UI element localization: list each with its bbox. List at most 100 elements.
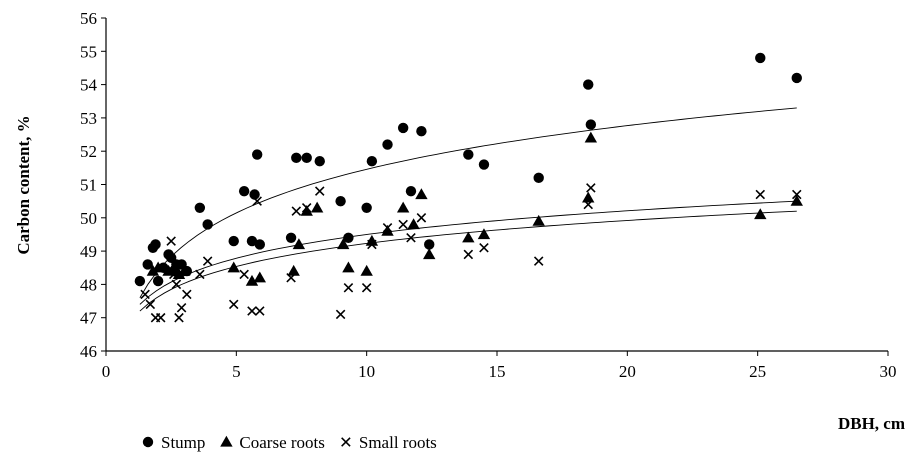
data-point-triangle: [582, 191, 595, 203]
data-point-circle: [202, 219, 213, 230]
x-tick-label: 5: [232, 362, 241, 381]
trendline-stump: [139, 107, 797, 298]
data-point-cross: [252, 196, 262, 206]
data-point-cross: [195, 269, 205, 280]
y-tick-label: 55: [80, 42, 97, 61]
data-point-triangle: [337, 238, 350, 250]
data-point-cross: [583, 199, 593, 210]
data-point-circle: [405, 185, 417, 197]
x-tick-label: 30: [880, 362, 897, 381]
data-point-triangle: [300, 204, 313, 216]
legend: Stump Coarse roots Small roots: [142, 433, 437, 452]
data-point-cross: [335, 309, 346, 320]
data-point-triangle: [532, 214, 545, 226]
data-point-circle: [463, 149, 474, 160]
data-point-triangle: [423, 248, 436, 260]
x-tick-label: 15: [489, 362, 506, 381]
data-point-circle: [416, 126, 427, 137]
y-tick-label: 53: [80, 109, 97, 128]
data-point-triangle: [146, 264, 160, 276]
data-point-cross: [398, 219, 408, 230]
data-point-circle: [134, 275, 146, 287]
y-tick-label: 47: [80, 309, 98, 328]
data-point-cross: [155, 312, 166, 323]
data-point-triangle: [342, 261, 355, 273]
data-point-triangle: [287, 264, 300, 276]
data-point-circle: [152, 275, 164, 287]
data-point-triangle: [407, 218, 420, 230]
data-point-circle: [249, 189, 260, 200]
data-point-circle: [254, 239, 265, 250]
data-point-triangle: [365, 234, 379, 246]
data-point-cross: [239, 269, 249, 280]
y-tick-label: 46: [80, 342, 97, 361]
data-point-cross: [291, 206, 302, 216]
y-tick-label: 52: [80, 142, 97, 161]
data-point-circle: [150, 239, 161, 250]
data-point-cross: [171, 279, 182, 290]
data-point-circle: [585, 119, 597, 130]
data-point-triangle: [167, 261, 180, 273]
data-point-circle: [335, 195, 346, 207]
x-tick-label: 20: [619, 362, 636, 381]
trendline-coarse-roots: [139, 200, 797, 305]
data-point-cross: [367, 239, 377, 250]
data-point-circle: [251, 149, 263, 160]
data-point-circle: [314, 155, 325, 167]
legend-label: Stump: [161, 433, 205, 452]
data-point-circle: [366, 155, 378, 167]
y-tick-label: 54: [80, 76, 98, 95]
data-point-circle: [791, 72, 802, 84]
data-point-circle: [285, 232, 297, 243]
data-point-circle: [755, 52, 766, 64]
data-point-triangle: [178, 264, 191, 276]
data-point-triangle: [151, 261, 165, 273]
data-point-cross: [416, 213, 427, 223]
data-point-cross: [255, 306, 265, 316]
data-point-cross: [228, 299, 239, 310]
data-point-cross: [182, 289, 192, 300]
axes-layer: 46 47 48 49 50 51 52 53 54 55 56 0 5 10 15 20 25 30: [80, 9, 897, 381]
data-point-cross: [479, 243, 489, 253]
x-tick-label: 0: [102, 362, 111, 381]
legend-triangle-icon: [220, 435, 233, 447]
data-point-circle: [583, 79, 594, 90]
data-point-circle: [194, 202, 206, 214]
y-tick-label: 50: [80, 209, 97, 228]
data-point-cross: [586, 183, 596, 193]
y-tick-label: 51: [80, 176, 97, 195]
data-point-cross: [140, 289, 150, 300]
data-point-cross: [463, 249, 474, 260]
data-point-circle: [291, 152, 302, 164]
series-small-roots: [140, 183, 802, 323]
data-point-circle: [397, 122, 409, 134]
data-point-circle: [343, 232, 354, 243]
legend-label: Coarse roots: [239, 433, 324, 452]
data-point-triangle: [584, 131, 598, 143]
data-point-triangle: [754, 208, 767, 220]
data-point-triangle: [396, 201, 410, 213]
legend-cross-icon: [341, 437, 351, 447]
data-point-cross: [343, 282, 354, 293]
data-point-circle: [228, 235, 239, 247]
x-tick-label: 25: [749, 362, 766, 381]
data-point-triangle: [245, 274, 259, 286]
data-point-triangle: [381, 224, 394, 236]
data-point-cross: [174, 312, 184, 323]
data-point-cross: [301, 203, 312, 213]
data-point-cross: [755, 189, 766, 200]
data-point-circle: [301, 152, 312, 164]
data-point-circle: [533, 172, 544, 184]
data-point-circle: [478, 159, 490, 170]
y-tick-label: 56: [80, 9, 97, 28]
data-point-cross: [382, 223, 393, 233]
y-tick-label: 48: [80, 275, 97, 294]
data-point-cross: [176, 302, 187, 313]
x-tick-label: 10: [358, 362, 375, 381]
legend-label: Small roots: [359, 433, 437, 452]
data-point-cross: [361, 282, 372, 293]
data-point-triangle: [310, 201, 324, 213]
data-point-triangle: [360, 264, 373, 276]
data-point-cross: [169, 269, 179, 280]
